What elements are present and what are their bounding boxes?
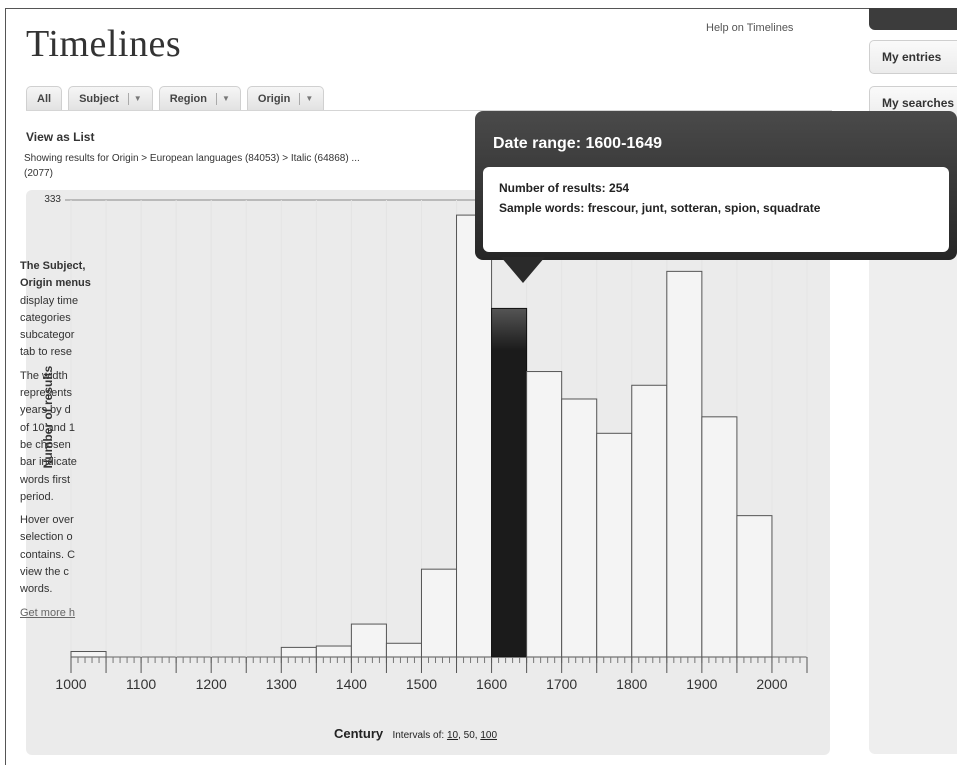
- help-line: bar indicate: [20, 456, 77, 469]
- help-line: period.: [20, 490, 54, 503]
- tab-all[interactable]: All: [26, 86, 63, 110]
- help-line: Hover over: [20, 514, 74, 527]
- x-tick-label: 1400: [336, 676, 367, 692]
- get-more-help-link[interactable]: Get more h: [20, 606, 76, 619]
- x-tick-label: 1800: [616, 676, 647, 692]
- x-tick-labels: 1000 1100 1200 1300 1400 1500 1600 1700 1800 1900…: [55, 676, 787, 692]
- tooltip-results-count: Number of results: 254: [499, 181, 630, 195]
- tab-all-label: All: [37, 92, 52, 105]
- x-tick-label: 1300: [266, 676, 297, 692]
- tab-separator: [299, 92, 301, 105]
- tab-separator: [127, 92, 129, 105]
- x-tick-label: 1000: [55, 676, 86, 692]
- help-line: contains. C: [20, 548, 76, 561]
- breadcrumb-count: (2077): [24, 168, 53, 179]
- tab-region[interactable]: Region ▼: [158, 86, 241, 110]
- bar-1700[interactable]: [561, 398, 598, 658]
- x-axis-label-row: Century Intervals of: 10, 50, 100: [334, 726, 497, 741]
- bar-1800[interactable]: [631, 384, 668, 658]
- bar-1450[interactable]: [385, 642, 422, 658]
- x-tick-label: 1900: [686, 676, 717, 692]
- help-link[interactable]: Help on Timelines: [706, 22, 794, 34]
- bar-1400[interactable]: [350, 623, 387, 658]
- bars: [70, 214, 773, 658]
- chevron-down-icon[interactable]: ▼: [133, 94, 142, 103]
- my-entries-button[interactable]: My entries: [869, 40, 957, 74]
- x-tick-label: 1700: [546, 676, 577, 692]
- filter-tabs: All Subject ▼ Region ▼ Origin ▼: [26, 86, 325, 110]
- bar-1500[interactable]: [420, 568, 458, 658]
- date-range-tooltip: Date range: 1600-1649 Number of results:…: [475, 111, 957, 283]
- x-tick-label: 2000: [756, 676, 787, 692]
- interval-option-100[interactable]: 100: [480, 730, 498, 741]
- help-line: subcategor: [20, 329, 75, 342]
- tooltip-body: Number of results: 254 Sample words: fre…: [483, 167, 949, 252]
- help-line: The width: [20, 369, 68, 382]
- interval-selector: Intervals of: 10, 50, 100: [392, 730, 498, 741]
- tab-subject-label: Subject: [79, 92, 119, 105]
- bar-1350[interactable]: [315, 645, 352, 658]
- bar-1950[interactable]: [736, 515, 773, 658]
- help-line: Origin menus: [20, 277, 91, 290]
- tooltip-pointer: [501, 257, 545, 283]
- major-ticks: [70, 657, 808, 673]
- interval-label: Intervals of:: [392, 730, 445, 741]
- x-tick-label: 1500: [406, 676, 437, 692]
- help-text: The Subject, Origin menus display time cate…: [20, 258, 98, 622]
- help-paragraph: Hover over selection o contains. C view the…: [20, 512, 98, 598]
- help-line: display time: [20, 294, 79, 307]
- tooltip-title: Date range: 1600-1649: [493, 135, 662, 152]
- bar-highlighted-1600[interactable]: [491, 307, 528, 658]
- tab-underline: [26, 110, 832, 111]
- bar-1650[interactable]: [526, 371, 563, 658]
- bar-1550[interactable]: [456, 214, 493, 658]
- help-line: view the c: [20, 566, 69, 579]
- sidebar-top-bar: [869, 8, 957, 30]
- help-line: of 10 and 1: [20, 421, 76, 434]
- help-line: words first: [20, 473, 71, 486]
- x-axis-label: Century: [334, 726, 384, 741]
- tooltip-sample-words: Sample words: frescour, junt, sotteran, …: [499, 201, 821, 215]
- minor-ticks: [70, 657, 808, 663]
- tab-separator: [216, 92, 217, 105]
- bar-1300[interactable]: [280, 646, 317, 658]
- chevron-down-icon[interactable]: ▼: [222, 94, 230, 103]
- help-line: categories: [20, 311, 71, 324]
- y-max-label: 333: [44, 194, 61, 205]
- tab-region-label: Region: [169, 92, 207, 105]
- bar-1000[interactable]: [70, 651, 107, 658]
- help-paragraph: The Subject, Origin menus display time cate…: [20, 258, 98, 362]
- help-line: selection o: [20, 531, 73, 544]
- tab-subject[interactable]: Subject ▼: [68, 86, 153, 110]
- window-frame: [5, 8, 957, 765]
- x-tick-label: 1100: [126, 676, 156, 692]
- tab-origin-label: Origin: [257, 92, 291, 105]
- help-line: tab to rese: [20, 346, 72, 359]
- bar-1900[interactable]: [701, 416, 738, 658]
- bar-1850[interactable]: [666, 270, 703, 658]
- interval-option-50: 50: [463, 730, 475, 741]
- breadcrumb: Showing results for Origin > European la…: [24, 151, 484, 181]
- help-line: years by d: [20, 404, 71, 417]
- page-title: Timelines: [26, 23, 182, 65]
- chevron-down-icon[interactable]: ▼: [305, 94, 314, 103]
- help-paragraph: The width represents years by d of 10 and 1…: [20, 368, 98, 506]
- help-line: words.: [20, 583, 53, 596]
- bar-1750[interactable]: [596, 432, 633, 658]
- help-line: The Subject,: [20, 260, 86, 272]
- x-tick-label: 1200: [196, 676, 227, 692]
- help-line: represents: [20, 387, 72, 400]
- x-tick-label: 1600: [476, 676, 507, 692]
- help-line: be chosen: [20, 438, 71, 451]
- breadcrumb-path[interactable]: Origin > European languages (84053) > It…: [111, 153, 360, 164]
- view-as-list-link[interactable]: View as List: [26, 130, 95, 144]
- breadcrumb-prefix: Showing results for: [24, 153, 110, 164]
- interval-option-10[interactable]: 10: [446, 730, 459, 741]
- tab-origin[interactable]: Origin ▼: [246, 86, 325, 110]
